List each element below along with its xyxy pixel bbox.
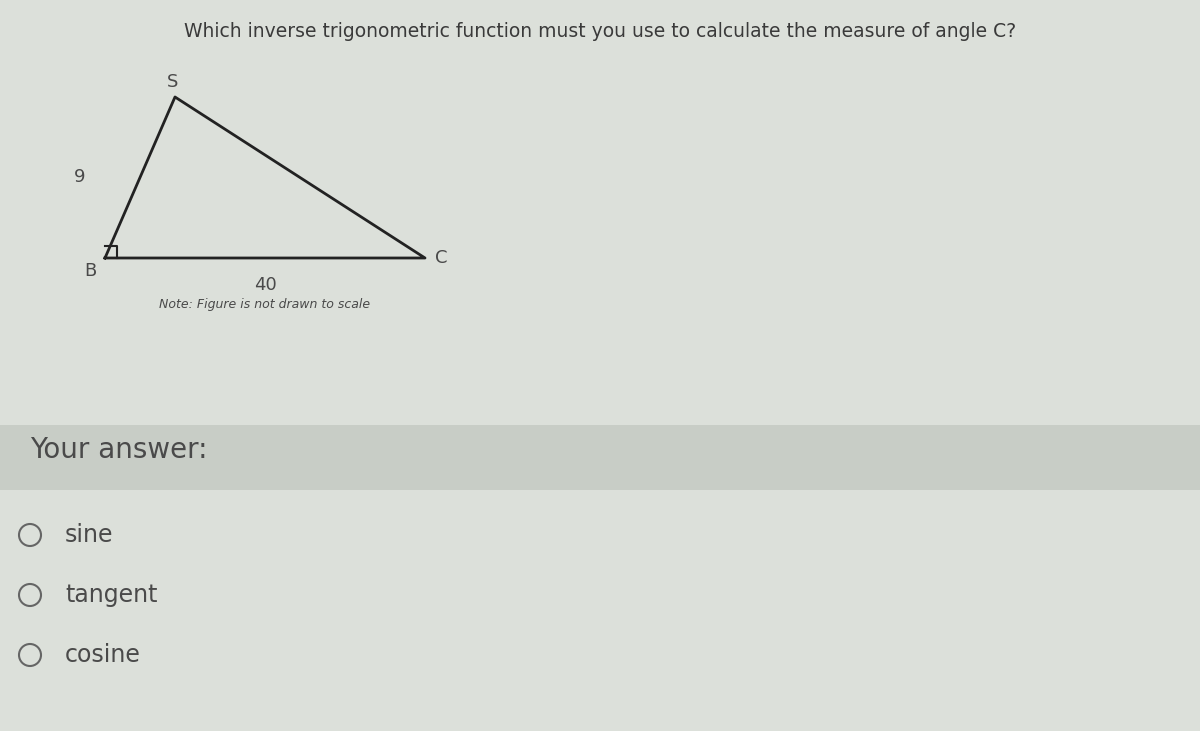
Text: tangent: tangent [65, 583, 157, 607]
Bar [0, 425, 1200, 490]
Text: B: B [85, 262, 97, 280]
Text: Your answer:: Your answer: [30, 436, 208, 464]
Text: cosine: cosine [65, 643, 140, 667]
Text: 9: 9 [73, 169, 85, 186]
Text: Note: Figure is not drawn to scale: Note: Figure is not drawn to scale [160, 298, 371, 311]
Text: sine: sine [65, 523, 114, 547]
Text: 40: 40 [253, 276, 276, 294]
Text: C: C [436, 249, 448, 267]
Text: S: S [167, 73, 179, 91]
Text: Which inverse trigonometric function must you use to calculate the measure of an: Which inverse trigonometric function mus… [184, 22, 1016, 41]
